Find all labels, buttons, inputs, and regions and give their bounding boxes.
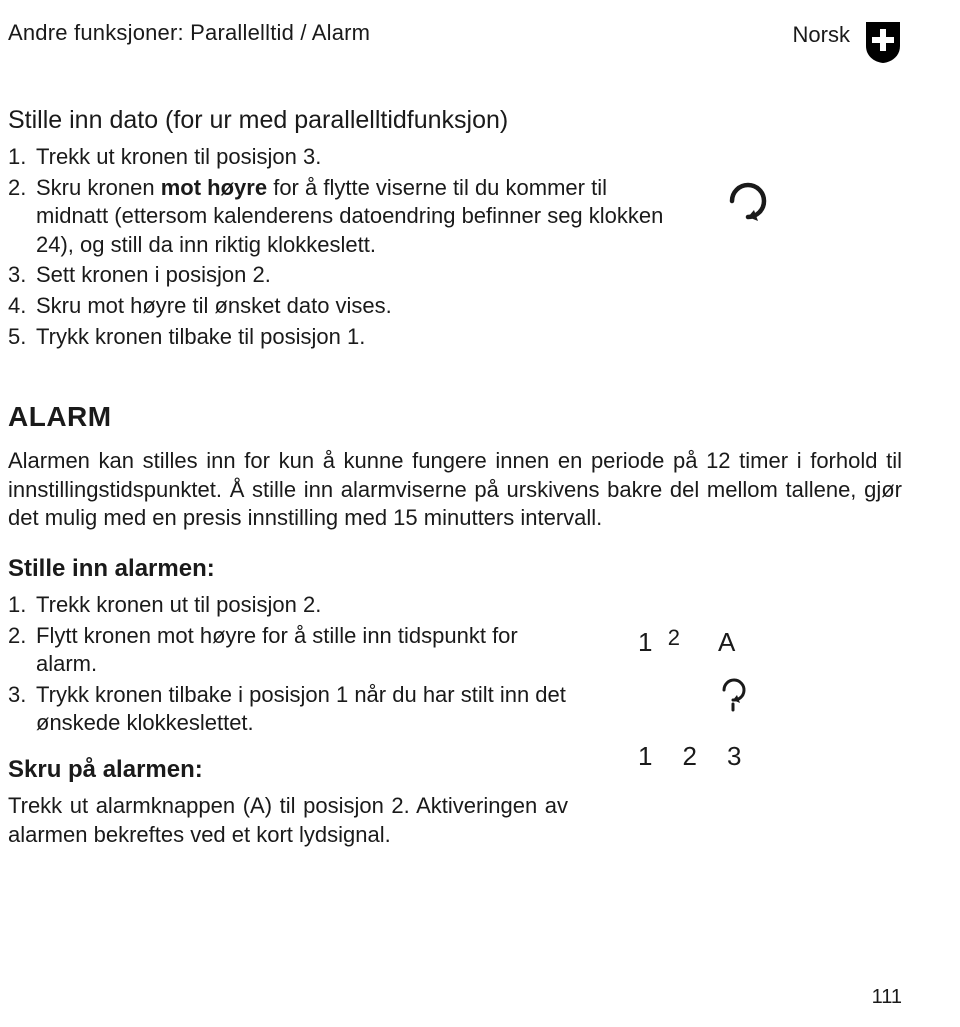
alarm-heading: ALARM [8,401,902,433]
crown-positions-123: 123 [638,741,750,772]
alarm-step-3: Trykk kronen tilbake i posisjon 1 når du… [8,681,568,738]
alarm-intro: Alarmen kan stilles inn for kun å kunne … [8,447,902,533]
rotate-clockwise-icon [718,143,778,353]
set-date-steps: Trekk ut kronen til posisjon 3. Skru kro… [8,143,678,351]
language-label: Norsk [793,20,850,48]
section-title-set-date: Stille inn dato (for ur med parallelltid… [8,106,902,135]
breadcrumb: Andre funksjoner: Parallelltid / Alarm [8,20,370,46]
turn-on-alarm-heading: Skru på alarmen: [8,756,568,784]
page-number: 111 [872,986,902,1009]
rotate-small-icon [716,672,750,717]
victorinox-shield-icon [864,20,902,64]
step-2: Skru kronen mot høyre for å flytte viser… [8,174,678,260]
step-5: Trykk kronen tilbake til posisjon 1. [8,323,678,352]
set-alarm-steps: Trekk kronen ut til posisjon 2. Flytt kr… [8,591,568,738]
crown-positions-a: 1 2A [638,627,750,658]
alarm-step-2: Flytt kronen mot høyre for å stille inn … [8,622,568,679]
step-4: Skru mot høyre til ønsket dato vises. [8,292,678,321]
turn-on-alarm-text: Trekk ut alarmknappen (A) til posisjon 2… [8,792,568,849]
step-3: Sett kronen i posisjon 2. [8,261,678,290]
step-1: Trekk ut kronen til posisjon 3. [8,143,678,172]
alarm-step-1: Trekk kronen ut til posisjon 2. [8,591,568,620]
set-alarm-heading: Stille inn alarmen: [8,555,902,583]
